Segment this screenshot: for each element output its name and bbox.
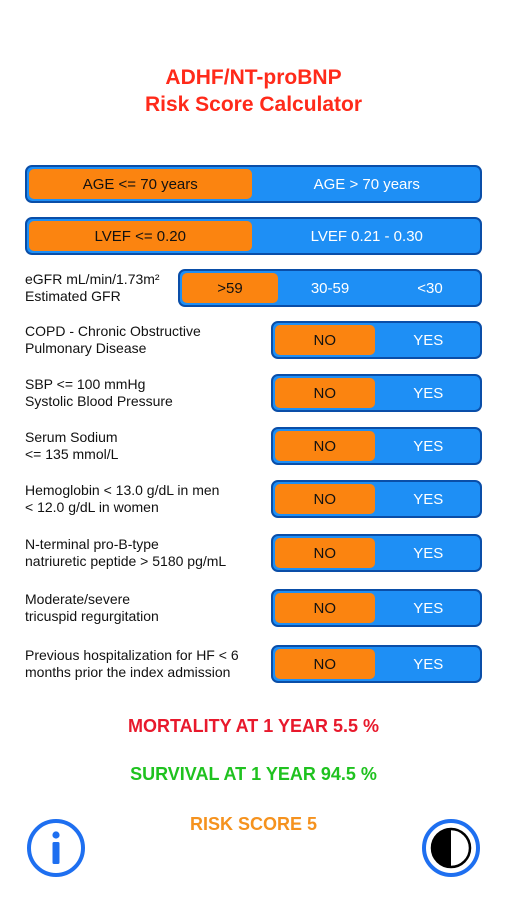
copd-toggle: NO YES xyxy=(271,321,482,359)
lvef-segmented-control: LVEF <= 0.20 LVEF 0.21 - 0.30 xyxy=(25,217,482,255)
sbp-label: SBP <= 100 mmHg Systolic Blood Pressure xyxy=(25,376,173,410)
page-title-line1: ADHF/NT-proBNP xyxy=(165,66,342,89)
ntprobnp-no-option[interactable]: NO xyxy=(275,538,375,568)
ntprobnp-label-line1: N-terminal pro-B-type xyxy=(25,536,159,552)
lvef-option-le020[interactable]: LVEF <= 0.20 xyxy=(29,221,252,251)
age-option-le70[interactable]: AGE <= 70 years xyxy=(29,169,252,199)
hemoglobin-yes-option[interactable]: YES xyxy=(413,490,444,508)
hospitalization-toggle: NO YES xyxy=(271,645,482,683)
ntprobnp-yes-option[interactable]: YES xyxy=(413,544,444,562)
page-title-line2: Risk Score Calculator xyxy=(144,93,363,116)
lvef-option-021-030[interactable]: LVEF 0.21 - 0.30 xyxy=(310,227,423,245)
egfr-label-line2: Estimated GFR xyxy=(25,288,121,304)
tricuspid-no-option[interactable]: NO xyxy=(275,593,375,623)
egfr-segmented-control: >59 30-59 <30 xyxy=(178,269,482,307)
egfr-label-line1: eGFR mL/min/1.73m² xyxy=(25,271,160,287)
hemoglobin-toggle: NO YES xyxy=(271,480,482,518)
copd-yes-option[interactable]: YES xyxy=(413,331,444,349)
hospitalization-label: Previous hospitalization for HF < 6 mont… xyxy=(25,647,239,681)
sodium-yes-option[interactable]: YES xyxy=(413,437,444,455)
hemoglobin-label-line2: < 12.0 g/dL in women xyxy=(25,499,159,515)
ntprobnp-label: N-terminal pro-B-type natriuretic peptid… xyxy=(25,536,226,570)
age-option-gt70[interactable]: AGE > 70 years xyxy=(313,175,420,193)
sodium-toggle: NO YES xyxy=(271,427,482,465)
info-icon xyxy=(27,819,85,877)
ntprobnp-toggle: NO YES xyxy=(271,534,482,572)
tricuspid-toggle: NO YES xyxy=(271,589,482,627)
sbp-label-line2: Systolic Blood Pressure xyxy=(25,393,173,409)
info-button[interactable] xyxy=(26,818,86,878)
copd-label-line1: COPD - Chronic Obstructive xyxy=(25,323,201,339)
sodium-label: Serum Sodium <= 135 mmol/L xyxy=(25,429,118,463)
copd-label: COPD - Chronic Obstructive Pulmonary Dis… xyxy=(25,323,201,357)
hospitalization-no-option[interactable]: NO xyxy=(275,649,375,679)
egfr-option-lt30[interactable]: <30 xyxy=(417,279,443,297)
sodium-label-line1: Serum Sodium xyxy=(25,429,118,445)
risk-score-result: RISK SCORE 5 xyxy=(189,814,318,834)
sodium-label-line2: <= 135 mmol/L xyxy=(25,446,119,462)
sbp-toggle: NO YES xyxy=(271,374,482,412)
theme-toggle-button[interactable] xyxy=(421,818,481,878)
contrast-icon xyxy=(422,819,480,877)
tricuspid-yes-option[interactable]: YES xyxy=(413,599,444,617)
hemoglobin-label: Hemoglobin < 13.0 g/dL in men < 12.0 g/d… xyxy=(25,482,219,516)
tricuspid-label: Moderate/severe tricuspid regurgitation xyxy=(25,591,159,625)
tricuspid-label-line2: tricuspid regurgitation xyxy=(25,608,159,624)
age-segmented-control: AGE <= 70 years AGE > 70 years xyxy=(25,165,482,203)
copd-label-line2: Pulmonary Disease xyxy=(25,340,147,356)
tricuspid-label-line1: Moderate/severe xyxy=(25,591,131,607)
hospitalization-yes-option[interactable]: YES xyxy=(413,655,444,673)
ntprobnp-label-line2: natriuretic peptide > 5180 pg/mL xyxy=(25,553,227,569)
hemoglobin-no-option[interactable]: NO xyxy=(275,484,375,514)
egfr-label: eGFR mL/min/1.73m² Estimated GFR xyxy=(25,271,160,305)
sbp-no-option[interactable]: NO xyxy=(275,378,375,408)
egfr-option-30-59[interactable]: 30-59 xyxy=(310,279,350,297)
copd-no-option[interactable]: NO xyxy=(275,325,375,355)
sbp-yes-option[interactable]: YES xyxy=(413,384,444,402)
hospitalization-label-line1: Previous hospitalization for HF < 6 xyxy=(25,647,239,663)
hospitalization-label-line2: months prior the index admission xyxy=(25,664,231,680)
egfr-option-gt59[interactable]: >59 xyxy=(182,273,278,303)
sbp-label-line1: SBP <= 100 mmHg xyxy=(25,376,146,392)
survival-result: SURVIVAL AT 1 YEAR 94.5 % xyxy=(130,764,377,784)
mortality-result: MORTALITY AT 1 YEAR 5.5 % xyxy=(127,716,380,736)
sodium-no-option[interactable]: NO xyxy=(275,431,375,461)
hemoglobin-label-line1: Hemoglobin < 13.0 g/dL in men xyxy=(25,482,220,498)
